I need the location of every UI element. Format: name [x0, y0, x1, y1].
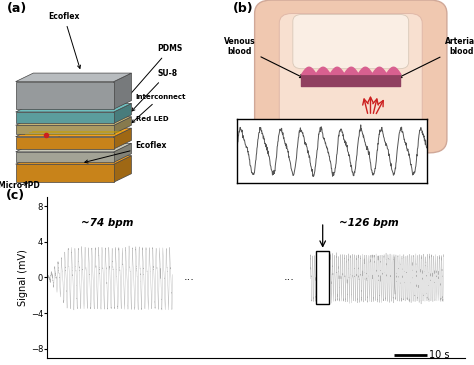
Y-axis label: Signal (mV): Signal (mV)	[18, 249, 28, 306]
Text: (b): (b)	[232, 2, 253, 15]
FancyBboxPatch shape	[279, 14, 422, 134]
Polygon shape	[16, 112, 114, 123]
Polygon shape	[114, 117, 131, 134]
Text: ...: ...	[184, 272, 195, 283]
Polygon shape	[16, 137, 114, 149]
Text: Venous
blood: Venous blood	[224, 37, 303, 77]
Text: PDMS: PDMS	[127, 44, 182, 98]
FancyBboxPatch shape	[293, 15, 409, 69]
Polygon shape	[16, 103, 131, 112]
Polygon shape	[114, 155, 131, 182]
Polygon shape	[16, 125, 114, 134]
Text: Ecoflex: Ecoflex	[48, 12, 81, 68]
Text: ...: ...	[284, 272, 295, 283]
Text: Interconnect: Interconnect	[132, 94, 186, 123]
Text: (a): (a)	[7, 2, 27, 15]
Text: Arterial
blood: Arterial blood	[399, 37, 474, 77]
Text: ~126 bpm: ~126 bpm	[339, 218, 399, 228]
Text: SU-8: SU-8	[132, 69, 177, 111]
FancyBboxPatch shape	[255, 0, 447, 153]
Polygon shape	[114, 103, 131, 123]
Polygon shape	[16, 143, 131, 152]
Polygon shape	[16, 152, 114, 162]
Text: Micro IPD: Micro IPD	[0, 181, 40, 190]
Text: Ecoflex: Ecoflex	[85, 141, 167, 163]
Polygon shape	[16, 82, 114, 109]
Polygon shape	[16, 155, 131, 164]
Polygon shape	[16, 164, 114, 182]
Polygon shape	[114, 143, 131, 162]
Bar	[301, 73, 400, 86]
Polygon shape	[114, 128, 131, 149]
Polygon shape	[114, 73, 131, 109]
Text: Micro IPD: Micro IPD	[264, 151, 309, 172]
Polygon shape	[16, 128, 131, 137]
Bar	[297, 138, 328, 149]
Text: Red LED: Red LED	[56, 116, 168, 136]
Text: ~74 bpm: ~74 bpm	[81, 218, 133, 228]
Text: (c): (c)	[6, 189, 25, 202]
Text: 10 s: 10 s	[429, 350, 449, 360]
Polygon shape	[16, 73, 131, 82]
Text: Red LED: Red LED	[380, 152, 416, 172]
Bar	[371, 138, 402, 149]
Bar	[317, 251, 329, 304]
Polygon shape	[16, 117, 131, 125]
